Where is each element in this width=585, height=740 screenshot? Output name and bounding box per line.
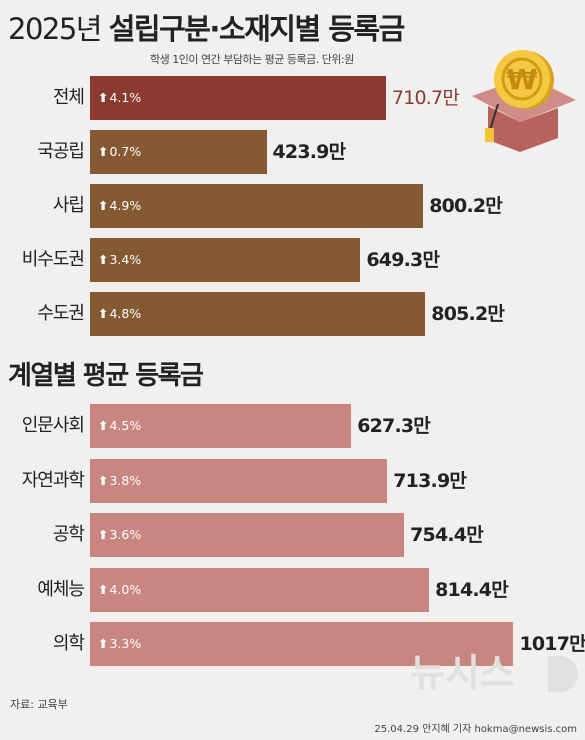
change-value: 4.1% [109, 90, 142, 105]
chart-row: 사립 ⬆4.9% 800.2만 [0, 184, 585, 228]
change-value: 3.6% [109, 527, 142, 542]
newsis-logo: 뉴시스 [410, 651, 578, 695]
title-main: 설립구분·소재지별 등록금 [108, 12, 406, 46]
bar [90, 184, 424, 228]
change-value: 4.5% [109, 418, 142, 433]
chart-row: 의학 ⬆3.3% 1017만 [0, 622, 585, 666]
change-value: 4.8% [109, 306, 142, 321]
value-label: 713.9만 [393, 469, 467, 492]
chart-row: 비수도권 ⬆3.4% 649.3만 [0, 238, 585, 282]
bar [90, 238, 361, 282]
svg-text:₩: ₩ [507, 63, 538, 96]
category-label: 비수도권 [21, 249, 85, 270]
change-label: ⬆3.6% [98, 513, 141, 557]
bar [90, 130, 267, 174]
change-label: ⬆4.1% [98, 76, 141, 120]
up-arrow-icon: ⬆ [98, 527, 109, 542]
value-label: 814.4만 [435, 578, 509, 601]
page-title: 2025년 설립구분·소재지별 등록금 [8, 6, 406, 48]
category-label: 공학 [52, 524, 85, 545]
change-label: ⬆0.7% [98, 130, 141, 174]
up-arrow-icon: ⬆ [98, 306, 109, 321]
change-label: ⬆4.8% [98, 292, 141, 336]
value-label: 805.2만 [431, 303, 505, 325]
change-label: ⬆4.0% [98, 568, 141, 612]
up-arrow-icon: ⬆ [98, 472, 109, 488]
bar [90, 567, 430, 612]
category-label: 사립 [52, 195, 85, 216]
category-label: 인문사회 [21, 415, 85, 436]
chart-row: 수도권 ⬆4.8% 805.2만 [0, 292, 585, 336]
chart-row: 전체 ⬆4.1% 710.7만 [0, 76, 585, 120]
value-label: 710.7만 [391, 87, 460, 109]
value-label: 800.2만 [429, 195, 503, 217]
change-value: 4.0% [109, 581, 142, 597]
change-value: 4.9% [109, 198, 142, 213]
change-label: ⬆3.4% [98, 238, 141, 282]
change-label: ⬆4.5% [98, 404, 141, 448]
category-label: 국공립 [37, 141, 85, 162]
up-arrow-icon: ⬆ [98, 581, 109, 597]
bar [90, 513, 405, 557]
value-label: 627.3만 [357, 415, 431, 437]
change-label: ⬆3.3% [98, 622, 141, 666]
up-arrow-icon: ⬆ [98, 144, 109, 159]
title-year: 2025년 [8, 12, 102, 46]
change-label: ⬆3.8% [98, 459, 141, 503]
value-label: 1017만 [519, 633, 585, 655]
up-arrow-icon: ⬆ [98, 418, 109, 433]
change-value: 0.7% [109, 144, 142, 159]
up-arrow-icon: ⬆ [98, 198, 109, 213]
source-note: 자료: 교육부 [10, 698, 68, 711]
svg-text:뉴시스: 뉴시스 [410, 651, 515, 695]
up-arrow-icon: ⬆ [98, 90, 109, 105]
category-label: 수도권 [37, 303, 85, 324]
chart-row: 예체능 ⬆4.0% 814.4만 [0, 567, 585, 612]
chart-row: 국공립 ⬆0.7% 423.9만 [0, 130, 585, 174]
chart-row: 자연과학 ⬆3.8% 713.9만 [0, 458, 585, 503]
bar [90, 458, 388, 503]
bar [90, 292, 426, 336]
value-label: 754.4만 [410, 524, 484, 546]
category-label: 예체능 [37, 578, 85, 600]
credit-line: 25.04.29 안지혜 기자 hokma@newsis.com [374, 724, 577, 735]
category-label: 자연과학 [21, 469, 85, 491]
change-value: 3.4% [109, 252, 142, 267]
change-value: 3.8% [109, 472, 142, 488]
value-label: 423.9만 [272, 141, 347, 163]
bar [90, 404, 352, 448]
category-label: 의학 [52, 633, 85, 654]
up-arrow-icon: ⬆ [98, 636, 109, 651]
value-label: 649.3만 [366, 249, 440, 271]
change-value: 3.3% [109, 636, 142, 651]
graduation-cap-coin-icon: ₩ [472, 50, 576, 152]
change-label: ⬆4.9% [98, 184, 141, 228]
bar [90, 76, 386, 120]
up-arrow-icon: ⬆ [98, 252, 109, 267]
chart-row: 인문사회 ⬆4.5% 627.3만 [0, 404, 585, 448]
section-title: 계열별 평균 등록금 [8, 361, 204, 391]
chart-row: 공학 ⬆3.6% 754.4만 [0, 513, 585, 557]
subtitle: 학생 1인이 연간 부담하는 평균 등록금. 단위:원 [150, 53, 354, 66]
bar [90, 622, 514, 666]
category-label: 전체 [52, 87, 85, 108]
